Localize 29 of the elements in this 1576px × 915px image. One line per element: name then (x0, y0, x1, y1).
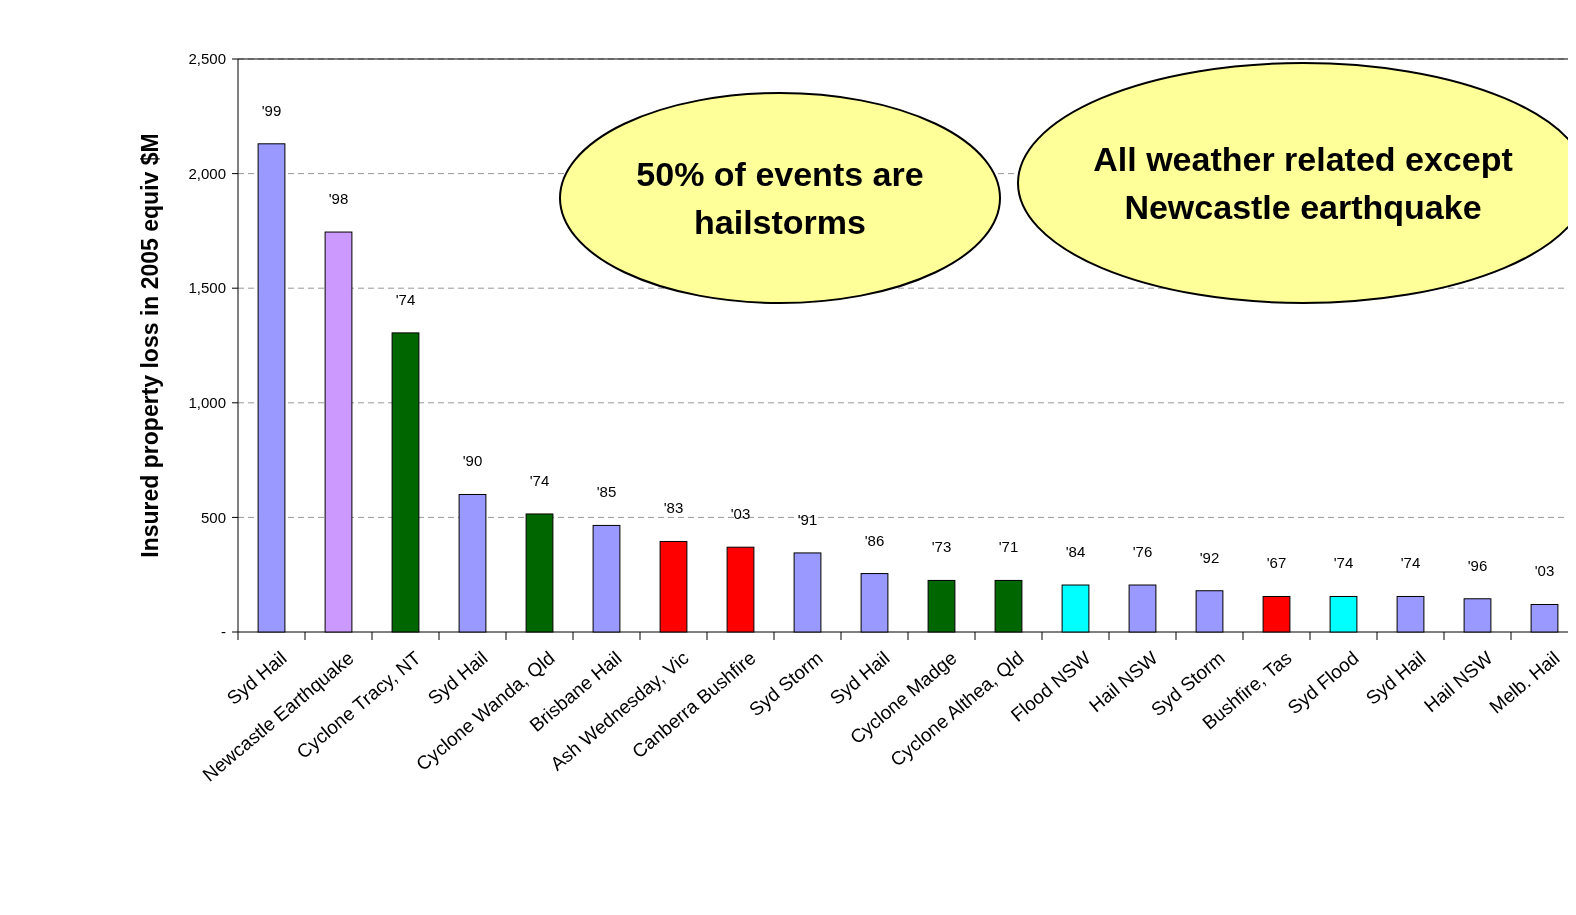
y-tick-label: 1,000 (188, 394, 226, 412)
annotation: 50% of events are hailstorms (636, 154, 924, 241)
annotation: '74 (1400, 554, 1421, 572)
annotation: '96 (1467, 556, 1488, 574)
y-axis-title: Insured property loss in 2005 equiv $M (137, 133, 163, 558)
y-tick-label: 500 (200, 508, 226, 526)
annotation: '76 (1132, 543, 1153, 561)
annotation: '83 (663, 499, 684, 517)
annotation: '03 (1534, 562, 1555, 580)
annotation: '99 (261, 101, 282, 119)
annotation: '71 (998, 538, 1019, 556)
annotation: '90 (462, 452, 483, 470)
annotation: '03 (730, 505, 751, 523)
annotation: '73 (931, 538, 952, 556)
annotation: All weather related except Newcastle earthquake (1093, 139, 1513, 226)
annotation: '74 (529, 471, 550, 489)
annotation: '92 (1199, 548, 1220, 566)
y-tick-label: 2,500 (188, 50, 226, 68)
annotation: '85 (596, 483, 617, 501)
annotation: '67 (1266, 554, 1287, 572)
y-tick-label: 2,000 (188, 164, 226, 182)
annotation: '91 (797, 510, 818, 528)
y-tick-label: - (221, 623, 226, 641)
annotation: '98 (328, 190, 349, 208)
y-tick-label: 1,500 (188, 279, 226, 297)
annotation: '74 (395, 290, 416, 308)
annotation: '86 (864, 531, 885, 549)
annotation: '74 (1333, 554, 1354, 572)
annotation: '84 (1065, 543, 1086, 561)
